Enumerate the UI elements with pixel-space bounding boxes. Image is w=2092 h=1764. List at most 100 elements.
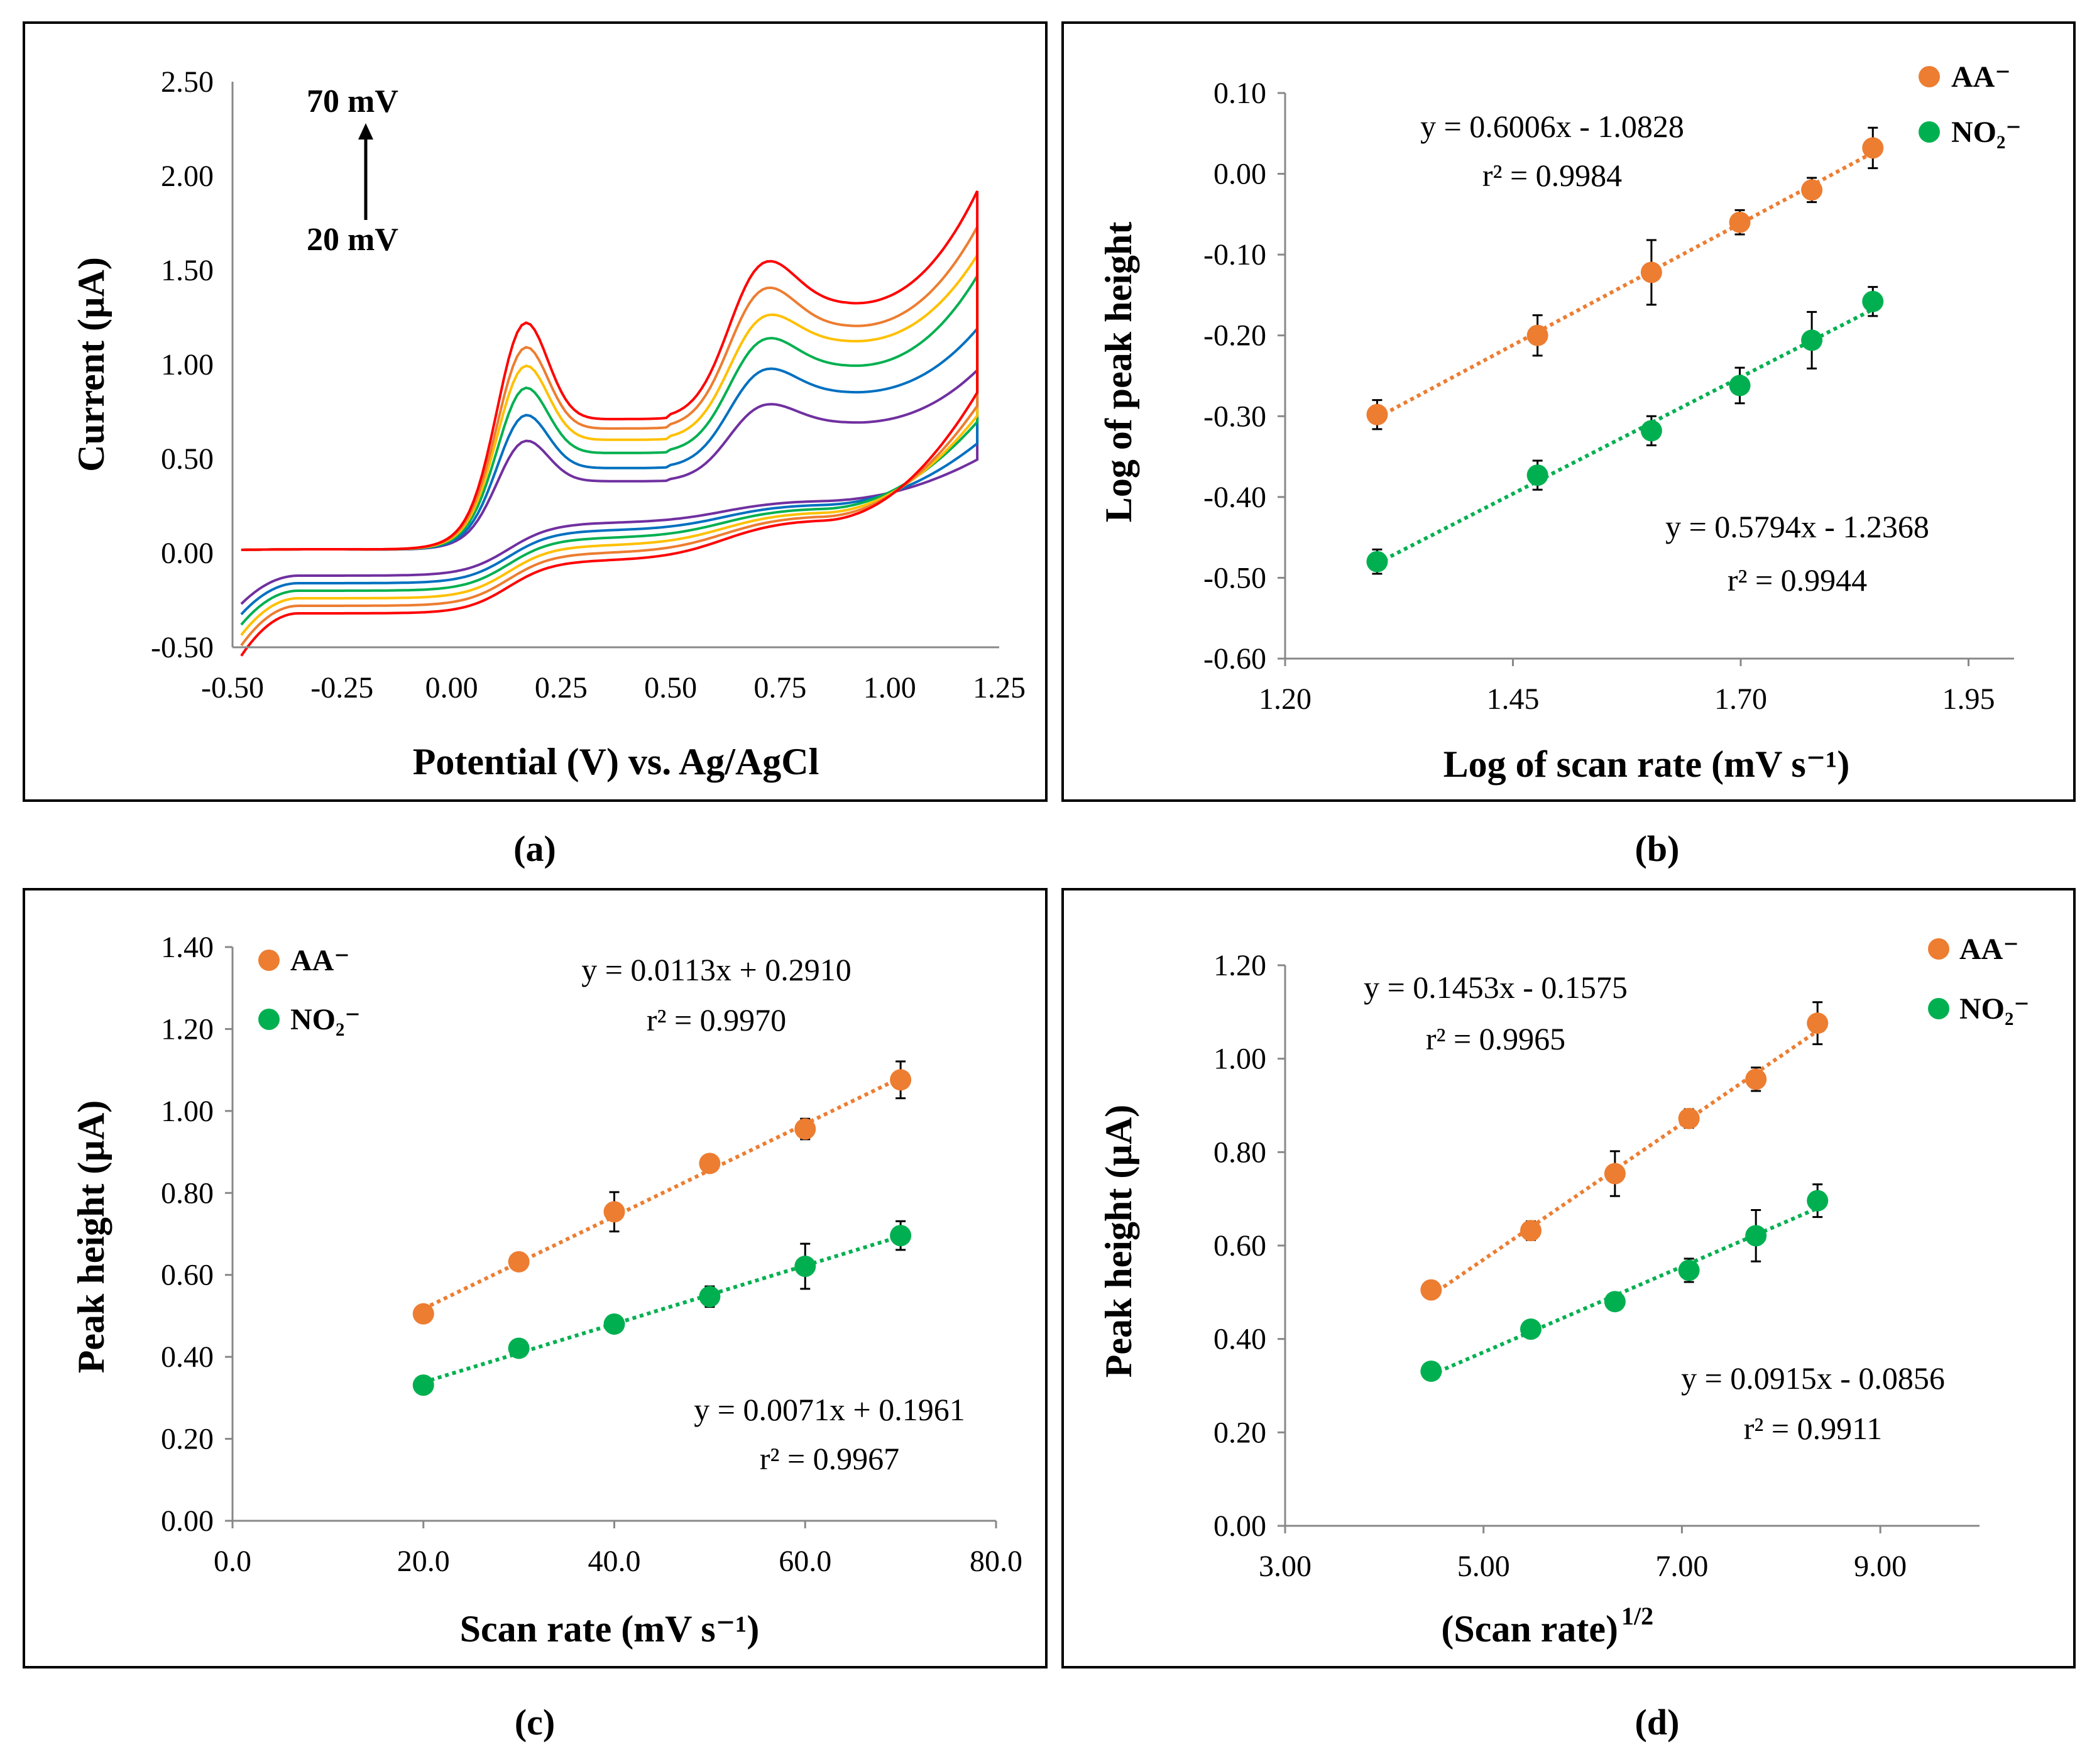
chart-b-no2-equation: y = 0.5794x - 1.2368 — [1665, 509, 1929, 544]
chart-c-trendline-no2 — [422, 1234, 902, 1384]
chart-d-legend-no2-marker — [1928, 998, 1949, 1019]
chart-a-ylabel: Current (µA) — [70, 257, 112, 472]
chart-b-legend-no2-label: NO₂⁻ — [1951, 116, 2022, 149]
chart-b-x-tick-label: 1.95 — [1942, 682, 1995, 716]
chart-d-ylabel: Peak height (µA) — [1098, 1105, 1139, 1378]
chart-d-aa-equation: y = 0.1453x - 0.1575 — [1364, 970, 1628, 1005]
chart-d-point-aa — [1678, 1107, 1700, 1129]
chart-d-marks — [1420, 1001, 1829, 1382]
chart-b-y-tick-label: 0.10 — [1213, 77, 1266, 110]
chart-d-y-tick-label: 0.20 — [1213, 1416, 1266, 1449]
chart-b-y-tick-label: -0.40 — [1203, 481, 1266, 514]
chart-c-legend-aa-label: AA⁻ — [290, 944, 350, 977]
cv-curve-30-mV — [240, 325, 979, 615]
chart-c-x-tick-label: 0.0 — [214, 1545, 251, 1578]
cv-curve-70-mV — [240, 190, 979, 657]
panel-b-frame — [1061, 21, 2076, 802]
chart-b-point-no2 — [1526, 464, 1548, 486]
chart-a-y-tick-label: 1.00 — [161, 348, 214, 381]
chart-a-x-tick-label: 0.50 — [644, 671, 697, 704]
chart-d-point-no2 — [1520, 1318, 1542, 1340]
chart-b-trendline-no2 — [1376, 307, 1874, 565]
chart-b-legend-no2-marker — [1919, 121, 1940, 143]
chart-b-point-aa — [1366, 403, 1388, 425]
cv-curve-20-mV — [240, 367, 979, 605]
chart-d-point-aa — [1604, 1163, 1626, 1185]
cv-curve-40-mV — [240, 271, 979, 626]
chart-b-x-tick-label: 1.45 — [1487, 682, 1540, 716]
chart-c-no2-equation: y = 0.0071x + 0.1961 — [694, 1392, 965, 1427]
panel-label-d: (d) — [1635, 1702, 1680, 1743]
chart-d-xlabel-superscript: 1/2 — [1621, 1602, 1653, 1630]
chart-a-y-tick-label: 0.00 — [161, 537, 214, 570]
chart-c-marks — [412, 1060, 912, 1396]
chart-c-y-tick-label: 0.60 — [161, 1259, 214, 1292]
chart-c-y-tick-label: 0.00 — [161, 1504, 214, 1538]
chart-a-x-tick-label: 1.00 — [863, 671, 916, 704]
chart-c-point-no2 — [794, 1256, 816, 1278]
chart-b-legend-aa-label: AA⁻ — [1951, 60, 2011, 94]
chart-a-x-tick-label: 0.25 — [535, 671, 588, 704]
chart-d-aa-r2: r² = 0.9965 — [1426, 1021, 1565, 1056]
chart-b-y-tick-label: -0.60 — [1203, 642, 1266, 676]
chart-d-point-aa — [1420, 1279, 1442, 1301]
chart-c-point-no2 — [699, 1286, 721, 1308]
chart-d-y-tick-label: 1.00 — [1213, 1043, 1266, 1076]
chart-c-x-tick-label: 60.0 — [779, 1545, 831, 1578]
chart-c-y-tick-label: 0.20 — [161, 1423, 214, 1456]
chart-c-point-aa — [508, 1251, 530, 1273]
chart-c-legend-aa-marker — [258, 950, 280, 971]
chart-d-x-tick-label: 7.00 — [1655, 1550, 1708, 1583]
chart-b-aa-equation: y = 0.6006x - 1.0828 — [1420, 109, 1684, 144]
chart-c-y-tick-label: 1.00 — [161, 1095, 214, 1128]
chart-b-point-aa — [1801, 179, 1823, 201]
chart-c-point-no2 — [603, 1313, 625, 1335]
chart-b-point-no2 — [1640, 420, 1662, 442]
chart-d: 3.00 5.00 7.00 9.00 0.00 0.20 0.40 0.60 0.80 1.00… — [1098, 933, 2030, 1650]
chart-d-point-aa — [1807, 1012, 1829, 1034]
chart-b-x-tick-label: 1.20 — [1259, 682, 1312, 716]
chart-c-point-no2 — [412, 1374, 434, 1396]
chart-d-ticks: 3.00 5.00 7.00 9.00 0.00 0.20 0.40 0.60 0.80 1.00… — [1213, 949, 1980, 1583]
chart-d-y-tick-label: 0.60 — [1213, 1229, 1266, 1263]
chart-b-y-tick-label: -0.20 — [1203, 319, 1266, 353]
chart-c-aa-equation: y = 0.0113x + 0.2910 — [581, 952, 852, 987]
chart-d-y-tick-label: 0.80 — [1213, 1136, 1266, 1169]
chart-d-trendline-aa — [1430, 1029, 1819, 1297]
chart-c-point-aa — [699, 1153, 721, 1175]
chart-a-xlabel: Potential (V) vs. Ag/AgCl — [413, 741, 819, 782]
chart-c-legend-no2-label: NO₂⁻ — [290, 1003, 361, 1036]
chart-c-point-no2 — [890, 1225, 912, 1247]
panel-c-frame — [23, 888, 1048, 1668]
chart-a-x-tick-label: 0.00 — [425, 671, 478, 704]
chart-d-point-aa — [1745, 1068, 1767, 1090]
chart-d-legend-no2-label: NO₂⁻ — [1959, 992, 2030, 1026]
chart-a-ticks: -0.50 -0.25 0.00 0.25 0.50 0.75 1.00 1.25 -0.50 0… — [151, 65, 1026, 704]
chart-b-y-tick-label: 0.00 — [1213, 158, 1266, 191]
chart-d-point-aa — [1520, 1220, 1542, 1242]
chart-b-aa-r2: r² = 0.9984 — [1482, 158, 1622, 193]
chart-c-x-tick-label: 40.0 — [588, 1545, 641, 1578]
chart-b-xlabel: Log of scan rate (mV s⁻¹) — [1443, 743, 1850, 785]
chart-d-y-tick-label: 0.40 — [1213, 1323, 1266, 1356]
chart-c-point-aa — [794, 1118, 816, 1140]
chart-a-y-tick-label: 0.50 — [161, 442, 214, 476]
chart-c-legend-no2-marker — [258, 1009, 280, 1030]
chart-a-y-tick-label: 2.50 — [161, 65, 214, 99]
chart-b: 1.20 1.45 1.70 1.95 -0.60 -0.50 -0.40 -0.30 -0.2… — [1098, 60, 2022, 785]
chart-c-no2-r2: r² = 0.9967 — [760, 1441, 899, 1476]
chart-a-x-tick-label: -0.50 — [201, 671, 264, 704]
chart-c-x-tick-label: 20.0 — [397, 1545, 450, 1578]
chart-c-point-no2 — [508, 1337, 530, 1359]
chart-d-y-tick-label: 0.00 — [1213, 1509, 1266, 1543]
scan-rate-high-label: 70 mV — [307, 84, 398, 119]
chart-c-y-tick-label: 0.40 — [161, 1340, 214, 1374]
chart-c-xlabel: Scan rate (mV s⁻¹) — [460, 1608, 760, 1650]
chart-a-curves — [240, 190, 979, 657]
chart-d-point-no2 — [1745, 1225, 1767, 1247]
chart-b-point-aa — [1862, 137, 1884, 159]
chart-a-y-tick-label: 1.50 — [161, 254, 214, 287]
chart-c-y-tick-label: 1.20 — [161, 1012, 214, 1046]
chart-c-y-tick-label: 1.40 — [161, 931, 214, 964]
chart-c-ticks: 0.0 20.0 40.0 60.0 80.0 0.00 0.20 0.40 0.60 0.80 1… — [161, 931, 1022, 1578]
